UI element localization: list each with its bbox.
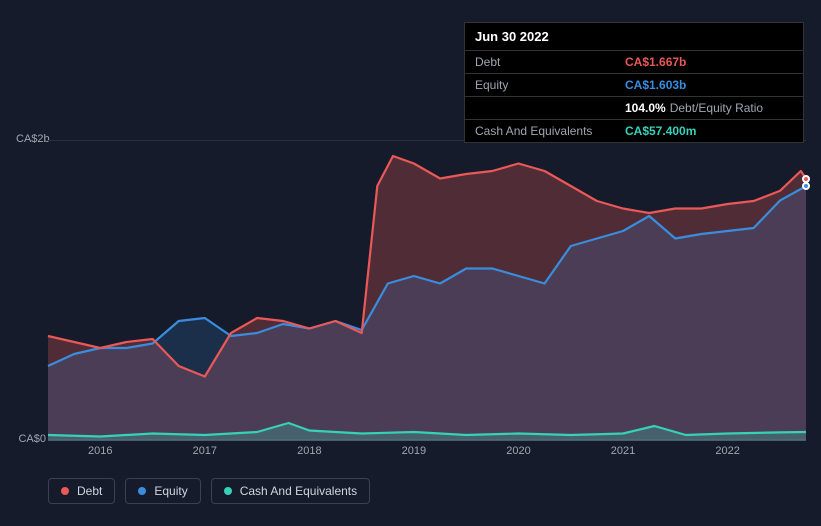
y-axis-label: CA$2b: [16, 133, 46, 145]
x-axis-label: 2018: [297, 445, 321, 457]
tooltip-row-value: CA$1.603b: [625, 78, 793, 92]
chart-legend: Debt Equity Cash And Equivalents: [48, 478, 370, 504]
x-axis-label: 2021: [611, 445, 635, 457]
legend-dot-icon: [61, 487, 69, 495]
x-axis-label: 2019: [402, 445, 426, 457]
tooltip-row: Cash And EquivalentsCA$57.400m: [465, 119, 803, 142]
tooltip-row-value: 104.0%Debt/Equity Ratio: [625, 101, 793, 115]
tooltip-row-value: CA$57.400m: [625, 124, 793, 138]
tooltip-row: DebtCA$1.667b: [465, 50, 803, 73]
legend-label: Cash And Equivalents: [240, 484, 357, 498]
x-axis-label: 2022: [715, 445, 739, 457]
series-end-marker: [802, 182, 810, 190]
legend-item-debt[interactable]: Debt: [48, 478, 115, 504]
chart-plot-area: [48, 140, 806, 440]
legend-dot-icon: [138, 487, 146, 495]
tooltip-row-value: CA$1.667b: [625, 55, 793, 69]
tooltip-row: 104.0%Debt/Equity Ratio: [465, 96, 803, 119]
tooltip-row-label: Cash And Equivalents: [475, 124, 625, 138]
x-axis-label: 2020: [506, 445, 530, 457]
tooltip-row: EquityCA$1.603b: [465, 73, 803, 96]
legend-label: Debt: [77, 484, 102, 498]
tooltip-row-label: [475, 101, 625, 115]
legend-item-cash[interactable]: Cash And Equivalents: [211, 478, 370, 504]
x-axis: 2016 2017 2018 2019 2020 2021 2022: [48, 445, 806, 465]
debt-equity-chart: CA$2b CA$0 2016 2017 2018 2019 2020 2021 2022 D…: [16, 120, 806, 500]
legend-label: Equity: [154, 484, 187, 498]
tooltip-row-label: Equity: [475, 78, 625, 92]
legend-item-equity[interactable]: Equity: [125, 478, 200, 504]
y-axis-label: CA$0: [16, 433, 46, 445]
x-axis-label: 2017: [193, 445, 217, 457]
tooltip-date: Jun 30 2022: [465, 23, 803, 50]
x-axis-label: 2016: [88, 445, 112, 457]
chart-tooltip: Jun 30 2022 DebtCA$1.667bEquityCA$1.603b…: [464, 22, 804, 143]
legend-dot-icon: [224, 487, 232, 495]
tooltip-row-label: Debt: [475, 55, 625, 69]
